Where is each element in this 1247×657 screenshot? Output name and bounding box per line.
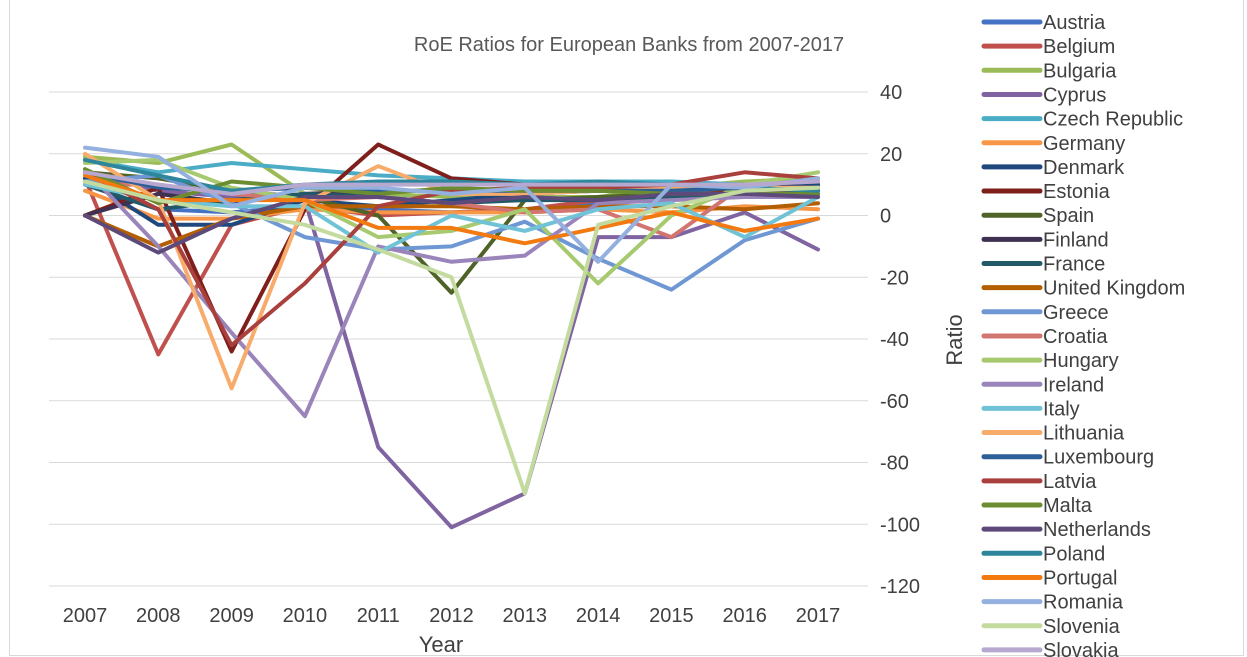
legend-item-belgium: Belgium bbox=[981, 36, 1115, 58]
legend-label: Bulgaria bbox=[1043, 60, 1117, 82]
x-tick-label: 2008 bbox=[136, 605, 181, 627]
x-tick-label: 2007 bbox=[63, 605, 108, 627]
x-axis-title: Year bbox=[419, 632, 463, 657]
y-tick-label: -120 bbox=[880, 576, 920, 598]
legend-item-portugal: Portugal bbox=[981, 567, 1118, 589]
legend-label: Poland bbox=[1043, 543, 1105, 565]
legend-label: Germany bbox=[1043, 133, 1125, 155]
series-line-hungary bbox=[83, 157, 820, 286]
series-line-greece bbox=[83, 173, 820, 292]
legend-item-estonia: Estonia bbox=[981, 181, 1111, 203]
x-tick-label: 2014 bbox=[576, 605, 621, 627]
legend-item-spain: Spain bbox=[981, 205, 1094, 227]
legend-label: Denmark bbox=[1043, 157, 1125, 179]
y-axis-title: Ratio bbox=[942, 314, 967, 365]
chart-title: RoE Ratios for European Banks from 2007-… bbox=[414, 34, 844, 56]
y-tick-label: 40 bbox=[880, 82, 902, 104]
y-axis-ticks: 40 20 0 -20 -40 -60 -80 -100 -120 bbox=[880, 82, 920, 598]
x-tick-label: 2015 bbox=[649, 605, 694, 627]
legend-item-italy: Italy bbox=[981, 398, 1080, 420]
legend-label: Estonia bbox=[1043, 181, 1111, 203]
legend-item-denmark: Denmark bbox=[981, 157, 1125, 179]
x-tick-label: 2010 bbox=[283, 605, 328, 627]
series-line-italy bbox=[83, 182, 820, 255]
legend-item-finland: Finland bbox=[981, 229, 1109, 251]
legend-item-croatia: Croatia bbox=[981, 326, 1108, 348]
y-tick-label: 0 bbox=[880, 206, 891, 228]
legend-label: Cyprus bbox=[1043, 84, 1106, 106]
y-tick-label: -80 bbox=[880, 453, 909, 475]
y-tick-label: 20 bbox=[880, 144, 902, 166]
legend-item-greece: Greece bbox=[981, 302, 1109, 324]
series-line-slovakia bbox=[83, 170, 820, 196]
legend-label: Austria bbox=[1043, 12, 1106, 34]
chart-frame bbox=[9, 0, 1244, 656]
legend-item-malta: Malta bbox=[981, 495, 1093, 517]
x-tick-label: 2013 bbox=[503, 605, 548, 627]
legend-label: Portugal bbox=[1043, 567, 1118, 589]
x-tick-label: 2009 bbox=[209, 605, 254, 627]
legend-label: Malta bbox=[1043, 495, 1093, 517]
legend-label: Latvia bbox=[1043, 471, 1097, 493]
legend-label: Belgium bbox=[1043, 36, 1115, 58]
legend-item-latvia: Latvia bbox=[981, 471, 1097, 493]
y-tick-label: -40 bbox=[880, 329, 909, 351]
legend-label: Lithuania bbox=[1043, 423, 1125, 445]
series-line-latvia bbox=[83, 170, 820, 348]
legend-label: Romania bbox=[1043, 592, 1124, 614]
legend-label: Slovakia bbox=[1043, 640, 1119, 657]
legend-label: Hungary bbox=[1043, 350, 1119, 372]
legend-label: Croatia bbox=[1043, 326, 1108, 348]
legend-item-luxembourg: Luxembourg bbox=[981, 447, 1154, 469]
legend-item-netherlands: Netherlands bbox=[981, 519, 1151, 541]
legend-item-hungary: Hungary bbox=[981, 350, 1119, 372]
legend-item-austria: Austria bbox=[981, 12, 1106, 34]
legend-item-czech-republic: Czech Republic bbox=[981, 109, 1183, 131]
legend-item-france: France bbox=[981, 254, 1105, 276]
legend-label: Spain bbox=[1043, 205, 1094, 227]
y-tick-label: -20 bbox=[880, 267, 909, 289]
x-tick-label: 2016 bbox=[722, 605, 767, 627]
legend-item-slovenia: Slovenia bbox=[981, 616, 1121, 638]
series-line-germany bbox=[83, 188, 820, 221]
legend-item-romania: Romania bbox=[981, 592, 1124, 614]
x-axis-ticks: 2007 2008 2009 2010 2011 2012 2013 2014 2015 2016… bbox=[63, 605, 841, 627]
legend-label: Greece bbox=[1043, 302, 1109, 324]
legend-label: Luxembourg bbox=[1043, 447, 1154, 469]
series-line-slovenia bbox=[83, 179, 820, 496]
legend-item-poland: Poland bbox=[981, 543, 1105, 565]
legend-item-germany: Germany bbox=[981, 133, 1125, 155]
y-tick-label: -60 bbox=[880, 391, 909, 413]
series-line-portugal bbox=[83, 173, 820, 246]
legend-label: France bbox=[1043, 254, 1105, 276]
x-tick-label: 2017 bbox=[796, 605, 841, 627]
series-line-netherlands bbox=[83, 191, 820, 255]
x-tick-label: 2012 bbox=[429, 605, 474, 627]
legend-item-lithuania: Lithuania bbox=[981, 423, 1125, 445]
legend-label: Netherlands bbox=[1043, 519, 1151, 541]
legend-label: United Kingdom bbox=[1043, 278, 1185, 300]
legend-item-united-kingdom: United Kingdom bbox=[981, 278, 1185, 300]
series-lines bbox=[83, 142, 820, 530]
x-tick-label: 2011 bbox=[357, 605, 400, 627]
legend-item-ireland: Ireland bbox=[981, 374, 1104, 396]
gridlines bbox=[49, 91, 868, 587]
legend-item-bulgaria: Bulgaria bbox=[981, 60, 1117, 82]
legend-item-slovakia: Slovakia bbox=[981, 640, 1119, 657]
legend-label: Finland bbox=[1043, 229, 1109, 251]
legend-label: Slovenia bbox=[1043, 616, 1121, 638]
legend-label: Czech Republic bbox=[1043, 109, 1183, 131]
y-tick-label: -100 bbox=[880, 514, 920, 536]
legend-item-cyprus: Cyprus bbox=[981, 84, 1106, 106]
legend-label: Ireland bbox=[1043, 374, 1104, 396]
legend-label: Italy bbox=[1043, 398, 1080, 420]
